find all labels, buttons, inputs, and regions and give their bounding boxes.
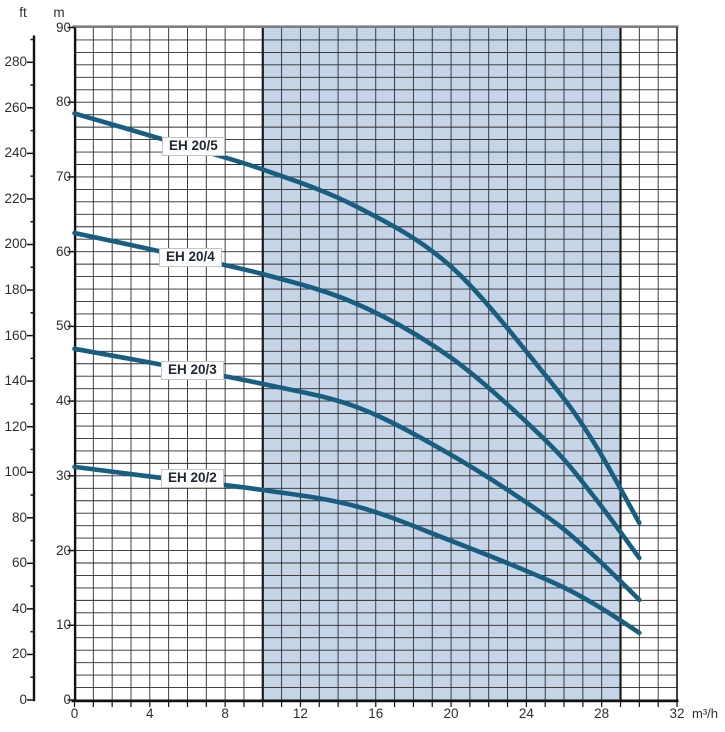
- x-tick-label: 4: [146, 706, 154, 721]
- ft-axis-unit-header: ft: [19, 5, 27, 20]
- x-tick-label: 0: [70, 706, 79, 721]
- curve-label-eh-20-5: EH 20/5: [162, 137, 225, 156]
- x-tick-label: 12: [292, 706, 308, 721]
- ft-tick-label: 280: [4, 54, 27, 70]
- x-axis-unit-label: m³/h: [692, 706, 718, 721]
- ft-tick-label: 60: [11, 555, 27, 571]
- ft-tick-label: 180: [4, 282, 27, 298]
- x-tick-label: 8: [221, 706, 229, 721]
- ft-tick-label: 120: [4, 418, 27, 434]
- curve-label-eh-20-4: EH 20/4: [159, 248, 222, 267]
- ft-tick-label: 140: [4, 373, 27, 389]
- x-tick-label: 28: [594, 706, 610, 721]
- ft-tick-label: 40: [11, 600, 27, 616]
- m-tick-label: 80: [55, 94, 71, 110]
- m-tick-label: 60: [55, 243, 71, 259]
- x-tick-label: 32: [669, 706, 685, 721]
- m-tick-label: 0: [63, 692, 71, 707]
- ft-tick-label: 80: [11, 509, 27, 525]
- curve-label-eh-20-3: EH 20/3: [161, 361, 224, 380]
- x-tick-label: 20: [443, 706, 459, 721]
- ft-tick-label: 160: [4, 327, 27, 343]
- m-tick-label: 10: [55, 617, 71, 633]
- ft-tick-label: 20: [11, 646, 27, 662]
- ft-tick-label: 220: [4, 190, 27, 206]
- x-tick-label: 24: [518, 706, 534, 721]
- ft-tick-label: 200: [4, 236, 27, 252]
- m-tick-label: 40: [55, 393, 71, 409]
- ft-tick-label: 100: [4, 464, 27, 480]
- m-tick-label: 20: [55, 542, 71, 558]
- m-tick-label: 50: [55, 318, 71, 334]
- m-tick-label: 90: [55, 19, 71, 35]
- ft-tick-label: 0: [19, 692, 27, 707]
- m-tick-label: 70: [55, 168, 71, 184]
- ft-tick-label: 240: [4, 145, 27, 161]
- ft-tick-label: 260: [4, 99, 27, 115]
- m-axis-unit-header: m: [53, 5, 65, 20]
- m-tick-label: 30: [55, 467, 71, 483]
- curve-label-eh-20-2: EH 20/2: [161, 469, 224, 488]
- x-tick-label: 16: [368, 706, 384, 721]
